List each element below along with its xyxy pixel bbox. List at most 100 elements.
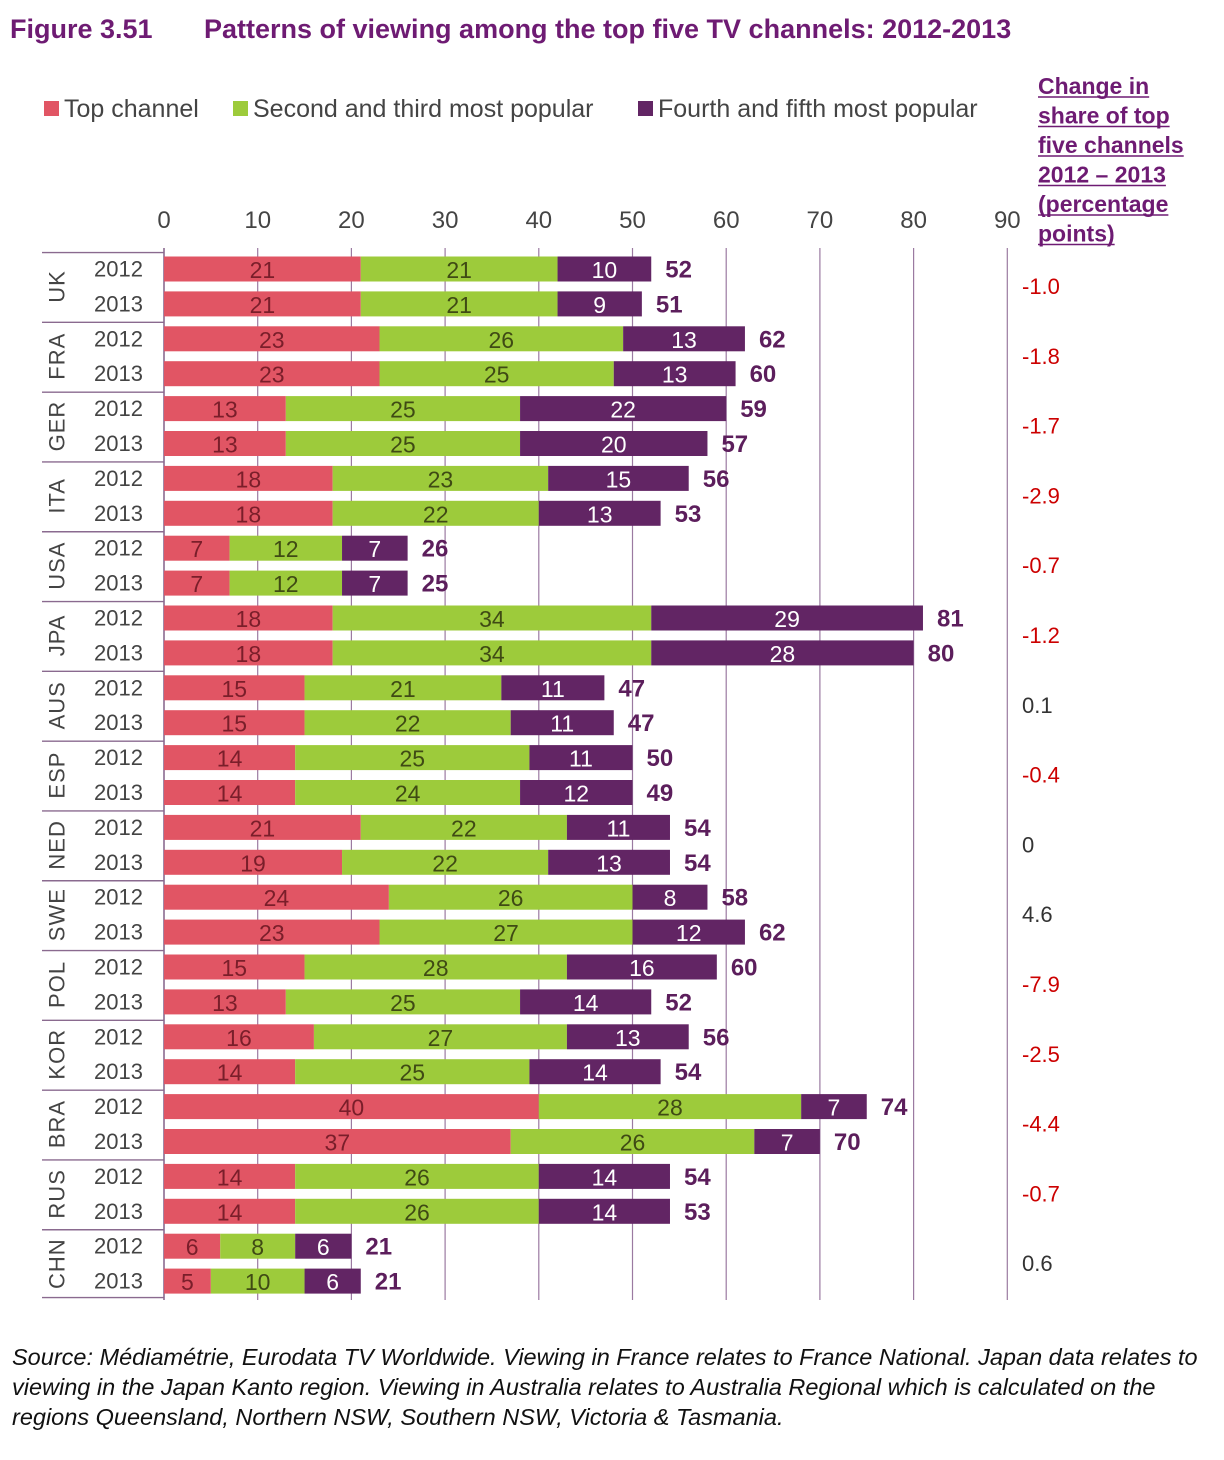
bar-segment [164, 1268, 211, 1294]
year-label: 2012 [94, 396, 143, 421]
year-label: 2012 [94, 1164, 143, 1189]
bar-total-label: 62 [759, 920, 786, 947]
bar-value-label: 15 [221, 711, 247, 737]
change-value: -0.7 [1022, 1181, 1060, 1206]
bar-value-label: 25 [400, 746, 426, 772]
bar-total-label: 52 [665, 989, 692, 1016]
legend-swatch-3 [638, 101, 653, 116]
bar-value-label: 27 [493, 920, 519, 946]
bar-segment [164, 1233, 221, 1259]
bar-value-label: 6 [186, 1234, 199, 1260]
bar-segment [332, 640, 652, 666]
bar-segment [164, 954, 305, 980]
bar-value-label: 18 [236, 606, 262, 632]
bar-segment [548, 465, 689, 491]
legend-label-3: Fourth and fifth most popular [658, 95, 978, 123]
bar-segment [304, 1268, 361, 1294]
bar-value-label: 8 [251, 1234, 264, 1260]
bar-segment [801, 1094, 867, 1120]
bar-value-label: 23 [259, 327, 285, 353]
bar-segment [613, 361, 736, 387]
bar-segment [295, 1059, 530, 1085]
country-groups: UK 2012 2013 FRA 2012 2013 GER 2012 2013 ITA 2012 2… [42, 251, 164, 1299]
bar-value-label: 25 [390, 432, 416, 458]
year-label: 2013 [94, 710, 143, 735]
year-label: 2012 [94, 1234, 143, 1259]
bar-segment [520, 431, 708, 456]
year-label: 2012 [94, 1024, 143, 1049]
bar-segment [164, 500, 333, 526]
bar-value-label: 28 [423, 955, 449, 981]
bar-total-label: 47 [618, 675, 645, 702]
bar-total-label: 52 [665, 257, 692, 284]
year-label: 2013 [94, 780, 143, 805]
change-value: -1.2 [1022, 623, 1060, 648]
year-label: 2012 [94, 955, 143, 980]
legend-label-2: Second and third most popular [253, 95, 594, 123]
year-label: 2013 [94, 850, 143, 875]
bar-segment [164, 605, 333, 631]
bar-segment [566, 814, 670, 840]
bar-segment [164, 849, 343, 875]
bar-value-label: 34 [479, 606, 505, 632]
bar-total-label: 54 [675, 1059, 702, 1086]
bar-segment [164, 989, 286, 1015]
bar-segment [295, 1198, 539, 1224]
bar-value-label: 12 [563, 781, 589, 807]
bar-total-label: 54 [684, 1164, 711, 1191]
bar-segment [342, 535, 408, 561]
x-tick-label: 90 [994, 207, 1021, 234]
bar-value-label: 20 [601, 432, 627, 458]
bar-value-label: 25 [390, 397, 416, 423]
x-tick-label: 20 [338, 207, 365, 234]
bar-total-label: 21 [365, 1234, 392, 1261]
bar-value-label: 29 [774, 606, 800, 632]
bar-segment [229, 535, 343, 561]
year-label: 2013 [94, 1199, 143, 1224]
bar-segment [295, 1233, 352, 1259]
bar-value-label: 26 [498, 885, 524, 911]
x-tick-label: 40 [525, 207, 552, 234]
bar-segment [229, 570, 343, 596]
bar-segment [295, 780, 521, 805]
bar-value-label: 13 [212, 990, 238, 1016]
bar-segment [566, 1024, 689, 1050]
country-label: JPA [45, 615, 70, 657]
bar-value-label: 22 [451, 815, 477, 841]
bar-segment [360, 814, 567, 840]
bar-value-label: 40 [339, 1095, 365, 1121]
bar-value-label: 6 [326, 1269, 339, 1295]
bar-total-label: 47 [628, 710, 655, 737]
bar-segment [623, 326, 745, 352]
bar-segment [388, 884, 633, 910]
bar-segment [304, 954, 567, 980]
bar-segment [164, 1024, 314, 1050]
bar-value-label: 8 [664, 885, 677, 911]
bar-value-label: 26 [489, 327, 515, 353]
year-label: 2012 [94, 815, 143, 840]
country-label: CHN [45, 1238, 70, 1289]
year-label: 2013 [94, 1059, 143, 1084]
bar-value-label: 7 [828, 1095, 841, 1121]
bar-segment [342, 570, 408, 596]
country-label: USA [45, 542, 70, 590]
bar-value-label: 9 [593, 292, 606, 318]
bar-segment [566, 954, 717, 980]
bar-value-label: 26 [620, 1130, 646, 1156]
bar-segment [501, 675, 605, 701]
x-tick-label: 50 [619, 207, 646, 234]
year-label: 2013 [94, 501, 143, 526]
bar-value-label: 24 [395, 781, 421, 807]
year-label: 2012 [94, 675, 143, 700]
country-label: UK [45, 270, 70, 303]
bar-value-label: 16 [629, 955, 655, 981]
bar-total-label: 62 [759, 326, 786, 353]
bar-total-label: 60 [750, 361, 777, 388]
bar-value-label: 11 [550, 711, 574, 737]
bar-segment [164, 814, 361, 840]
year-label: 2012 [94, 536, 143, 561]
bar-value-label: 18 [236, 501, 262, 527]
bar-segment [538, 1094, 802, 1120]
bar-value-label: 27 [428, 1025, 454, 1051]
bar-value-label: 18 [236, 466, 262, 492]
